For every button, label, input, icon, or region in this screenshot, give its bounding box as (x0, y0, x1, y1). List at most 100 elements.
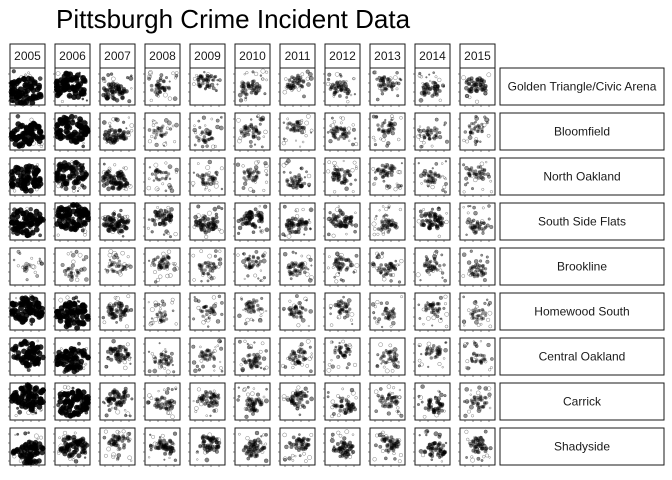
panel-2008 (143, 67, 181, 107)
incident-point (213, 223, 218, 228)
incident-point (296, 128, 300, 133)
panel-2013 (368, 247, 406, 287)
incident-point (244, 127, 248, 131)
incident-point (433, 126, 437, 130)
incident-point (164, 85, 169, 90)
panel-2012 (323, 337, 361, 377)
incident-point (116, 174, 119, 178)
incident-point (195, 135, 199, 139)
incident-point (160, 133, 165, 137)
incident-point (387, 184, 392, 190)
incident-point (127, 116, 130, 119)
incident-point (380, 79, 384, 82)
incident-point (207, 137, 211, 141)
incident-point (74, 121, 81, 128)
incident-point (241, 259, 247, 264)
incident-point (163, 118, 169, 123)
incident-point (112, 303, 116, 308)
incident-point (248, 305, 251, 309)
year-label: 2011 (285, 49, 311, 63)
incident-point (249, 214, 255, 220)
incident-point (16, 92, 23, 99)
incident-point (195, 173, 200, 177)
incident-point (388, 128, 392, 132)
incident-point (440, 271, 445, 275)
incident-point (203, 139, 207, 143)
incident-point (116, 132, 121, 138)
incident-point (112, 212, 116, 216)
year-strip-2006: 2006 (54, 43, 91, 69)
incident-point (379, 301, 384, 305)
incident-point (73, 77, 80, 83)
incident-point (205, 84, 209, 88)
incident-point (418, 129, 423, 134)
incident-point (461, 75, 466, 81)
incident-point (207, 137, 211, 142)
incident-point (392, 75, 398, 80)
panel-2007 (98, 67, 136, 107)
incident-point (76, 364, 79, 367)
incident-point (393, 84, 396, 87)
incident-point (288, 183, 292, 188)
incident-point (438, 98, 442, 102)
panel-2010 (233, 67, 271, 107)
incident-point (435, 92, 439, 97)
incident-point (79, 211, 84, 216)
year-label: 2015 (464, 49, 491, 63)
incident-point (422, 91, 426, 95)
incident-point (339, 127, 344, 131)
incident-point (480, 308, 485, 312)
incident-point (110, 92, 115, 98)
incident-point (479, 140, 482, 143)
incident-point (116, 86, 121, 91)
incident-point (383, 88, 387, 92)
incident-point (263, 92, 267, 96)
incident-point (466, 260, 472, 265)
incident-point (198, 82, 202, 87)
incident-point (417, 73, 422, 78)
incident-point (205, 73, 210, 78)
incident-point (25, 343, 28, 346)
incident-point (130, 129, 134, 133)
incident-point (343, 82, 348, 88)
panel-2009 (188, 247, 226, 287)
incident-point (381, 312, 385, 316)
year-strip-2005: 2005 (9, 43, 46, 69)
incident-point (334, 126, 339, 130)
incident-point (349, 216, 353, 220)
incident-point (12, 207, 17, 212)
incident-point (264, 349, 268, 353)
incident-point (164, 141, 167, 144)
incident-point (159, 133, 163, 137)
incident-point (79, 304, 84, 309)
incident-point (206, 271, 210, 276)
incident-point (157, 85, 161, 90)
incident-point (24, 87, 31, 94)
incident-point (108, 125, 112, 128)
incident-point (301, 126, 306, 131)
incident-point (154, 142, 159, 147)
incident-point (193, 124, 196, 127)
incident-point (485, 255, 489, 259)
incident-point (438, 295, 443, 300)
incident-point (121, 267, 125, 272)
incident-point (243, 171, 247, 175)
incident-point (193, 368, 198, 373)
incident-point (435, 314, 440, 319)
panel-2013 (368, 292, 406, 332)
incident-point (339, 305, 345, 311)
incident-point (389, 121, 394, 126)
incident-point (111, 339, 116, 344)
incident-point (115, 357, 120, 362)
panel-2015 (458, 67, 496, 107)
incident-point (150, 134, 154, 139)
incident-point (250, 178, 255, 182)
incident-point (468, 168, 472, 172)
incident-point (349, 93, 353, 97)
incident-point (217, 294, 222, 299)
incident-point (431, 136, 435, 140)
year-label: 2014 (419, 49, 446, 63)
incident-point (443, 190, 447, 194)
incident-point (329, 85, 334, 90)
incident-point (113, 128, 118, 134)
